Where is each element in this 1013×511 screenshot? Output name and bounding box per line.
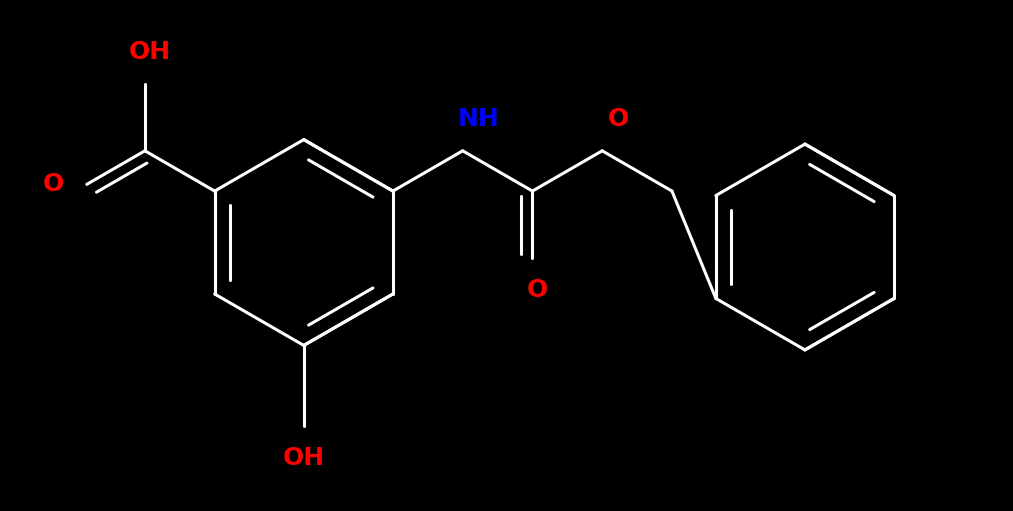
Text: O: O	[44, 172, 65, 196]
Text: OH: OH	[283, 446, 325, 470]
Text: NH: NH	[458, 107, 499, 131]
Text: O: O	[527, 278, 548, 302]
Text: O: O	[608, 107, 629, 131]
Text: OH: OH	[129, 40, 170, 64]
